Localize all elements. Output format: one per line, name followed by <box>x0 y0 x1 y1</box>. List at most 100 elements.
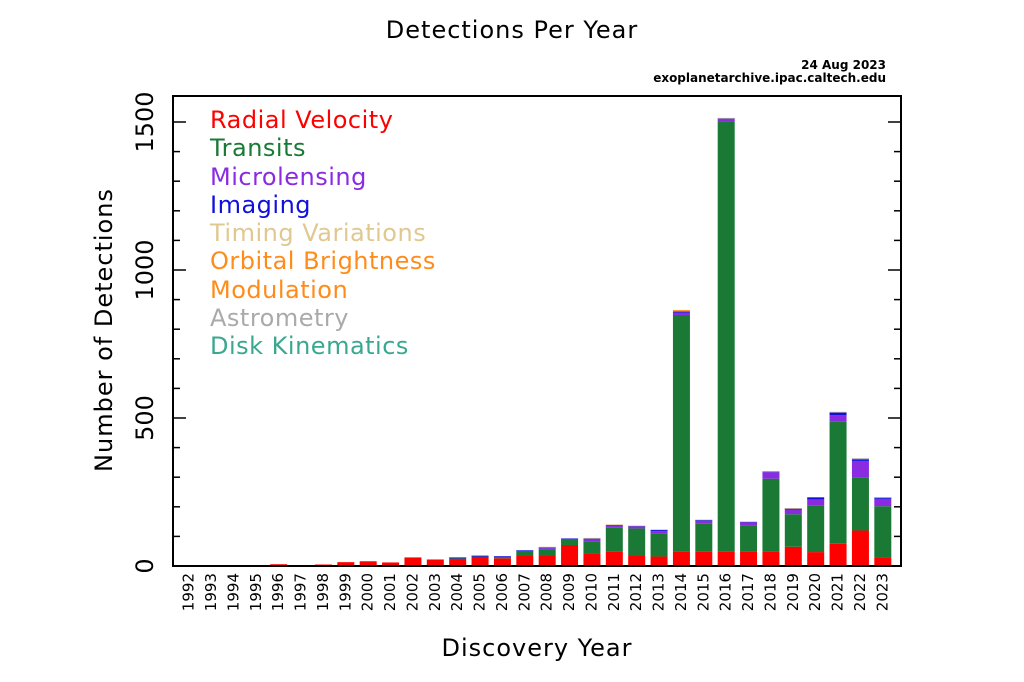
bar-radial-velocity-2017 <box>740 551 758 566</box>
x-tick-label-2008: 2008 <box>538 573 556 611</box>
bar-orbital-brightness-modulation-2014 <box>672 309 690 311</box>
x-tick-label-2015: 2015 <box>694 573 712 611</box>
bar-microlensing-2016 <box>717 119 735 122</box>
bar-radial-velocity-2022 <box>851 530 869 566</box>
x-axis-label: Discovery Year <box>441 634 633 662</box>
bar-imaging-2020 <box>807 497 825 500</box>
bar-timing-variations-2015 <box>695 519 713 521</box>
bar-radial-velocity-2006 <box>493 558 511 566</box>
bar-timing-variations-2019 <box>784 507 802 509</box>
bar-radial-velocity-2002 <box>404 557 422 566</box>
bar-imaging-2007 <box>516 550 534 552</box>
bar-microlensing-2021 <box>829 415 847 422</box>
bar-radial-velocity-2008 <box>538 555 556 566</box>
x-tick-label-2006: 2006 <box>493 573 511 611</box>
x-tick-label-1992: 1992 <box>180 573 198 611</box>
bar-microlensing-2023 <box>874 498 892 507</box>
x-tick-label-1993: 1993 <box>202 573 220 611</box>
x-tick-label-2010: 2010 <box>582 573 600 611</box>
bar-microlensing-2009 <box>561 539 579 540</box>
legend-entry-orbital-brightness: Orbital Brightness <box>210 247 436 276</box>
bar-timing-variations-2018 <box>762 470 780 472</box>
y-axis-label: Number of Detections <box>90 188 118 472</box>
x-tick-label-2021: 2021 <box>829 573 847 611</box>
bar-microlensing-2011 <box>605 526 623 528</box>
bar-imaging-2011 <box>605 525 623 527</box>
bar-transits-2013 <box>650 533 668 557</box>
x-tick-label-2002: 2002 <box>403 573 421 611</box>
bar-transits-2006 <box>493 557 511 559</box>
bar-imaging-2006 <box>493 556 511 558</box>
x-tick-label-2001: 2001 <box>381 573 399 611</box>
y-tick-label-500: 500 <box>131 395 159 441</box>
bar-microlensing-2014 <box>672 312 690 315</box>
bar-radial-velocity-2013 <box>650 556 668 566</box>
bar-timing-variations-2021 <box>829 411 847 413</box>
bar-radial-velocity-1999 <box>337 562 355 566</box>
x-tick-label-2004: 2004 <box>448 573 466 611</box>
bar-microlensing-2010 <box>583 539 601 542</box>
source-url: exoplanetarchive.ipac.caltech.edu <box>653 71 886 85</box>
bar-radial-velocity-2016 <box>717 551 735 566</box>
bar-radial-velocity-2012 <box>628 555 646 566</box>
bar-radial-velocity-2020 <box>807 552 825 566</box>
bar-timing-variations-2013 <box>650 529 668 531</box>
bar-imaging-2022 <box>851 458 869 461</box>
bar-transits-2021 <box>829 421 847 544</box>
chart-title: Detections Per Year <box>385 16 639 44</box>
bar-transits-2010 <box>583 541 601 554</box>
x-tick-label-2005: 2005 <box>471 573 489 611</box>
x-tick-label-1996: 1996 <box>269 573 287 611</box>
bar-transits-2020 <box>807 505 825 553</box>
x-tick-label-1994: 1994 <box>224 573 242 611</box>
bar-radial-velocity-2018 <box>762 551 780 566</box>
bar-radial-velocity-2001 <box>382 562 400 566</box>
bar-timing-variations-2023 <box>874 497 892 498</box>
bar-microlensing-2006 <box>493 556 511 558</box>
legend-entry-timing-variations: Timing Variations <box>210 219 427 248</box>
bar-microlensing-2013 <box>650 531 668 534</box>
bar-microlensing-2012 <box>628 526 646 529</box>
x-tick-label-2012: 2012 <box>627 573 645 611</box>
bar-radial-velocity-2023 <box>874 557 892 566</box>
x-tick-label-2022: 2022 <box>851 573 869 611</box>
x-tick-label-2007: 2007 <box>515 573 533 611</box>
bar-transits-2008 <box>538 549 556 556</box>
bar-timing-variations-2012 <box>628 525 646 527</box>
bar-imaging-2008 <box>538 547 556 549</box>
bar-radial-velocity-2000 <box>359 561 377 566</box>
bar-imaging-2014 <box>672 311 690 313</box>
bar-radial-velocity-2021 <box>829 543 847 566</box>
bar-timing-variations-2010 <box>583 537 601 539</box>
bar-imaging-2010 <box>583 538 601 540</box>
y-tick-label-1000: 1000 <box>131 239 159 300</box>
bar-radial-velocity-2011 <box>605 551 623 566</box>
x-tick-label-2013: 2013 <box>650 573 668 611</box>
bar-radial-velocity-2005 <box>471 556 489 566</box>
bar-microlensing-2020 <box>807 499 825 506</box>
x-tick-label-1995: 1995 <box>247 573 265 611</box>
x-tick-label-2019: 2019 <box>784 573 802 611</box>
bar-imaging-2005 <box>471 555 489 557</box>
legend-entry-disk-kinematics: Disk Kinematics <box>210 332 409 361</box>
bar-imaging-2021 <box>829 412 847 416</box>
x-tick-label-1998: 1998 <box>314 573 332 611</box>
bar-timing-variations-2014 <box>672 310 690 312</box>
bar-transits-2015 <box>695 523 713 552</box>
bar-imaging-2009 <box>561 538 579 540</box>
x-tick-label-2016: 2016 <box>717 573 735 611</box>
bar-radial-velocity-2009 <box>561 544 579 566</box>
legend-entry-modulation: Modulation <box>210 275 349 304</box>
x-tick-label-1999: 1999 <box>336 573 354 611</box>
x-tick-label-2011: 2011 <box>605 573 623 611</box>
bar-transits-2014 <box>672 314 690 552</box>
legend-entry-microlensing: Microlensing <box>210 162 367 191</box>
bar-transits-2018 <box>762 478 780 552</box>
legend-entry-imaging: Imaging <box>210 190 312 219</box>
x-tick-label-1997: 1997 <box>292 573 310 611</box>
bar-imaging-2023 <box>874 497 892 499</box>
x-tick-label-2020: 2020 <box>806 573 824 611</box>
bar-timing-variations-2016 <box>717 117 735 119</box>
bar-radial-velocity-2003 <box>426 559 444 566</box>
